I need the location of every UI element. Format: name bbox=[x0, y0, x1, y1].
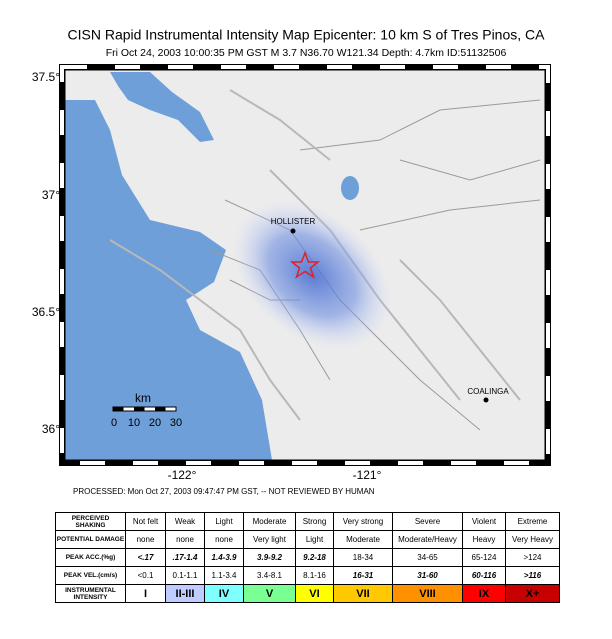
perceived-shaking-cell: Severe bbox=[392, 512, 463, 531]
potential-damage-cell: none bbox=[204, 530, 244, 549]
scale-title: km bbox=[135, 391, 151, 405]
city-dot bbox=[290, 228, 296, 234]
scale-label: 30 bbox=[170, 417, 182, 429]
potential-damage-cell: Moderate bbox=[333, 530, 393, 549]
scale-bar bbox=[134, 407, 145, 411]
peak-vel-cell: <0.1 bbox=[125, 566, 166, 585]
row-header: INSTRUMENTAL INTENSITY bbox=[55, 584, 126, 603]
intensity-legend: PERCEIVED SHAKING Not felt Weak Light Modera… bbox=[55, 512, 560, 603]
title: CISN Rapid Instrumental Intensity Map Ep… bbox=[68, 27, 546, 43]
perceived-shaking-cell: Light bbox=[204, 512, 244, 531]
peak-vel-cell: 0.1-1.1 bbox=[165, 566, 205, 585]
scale-label: 0 bbox=[111, 417, 117, 429]
peak-vel-cell: 16-31 bbox=[333, 566, 393, 585]
city-label: COALINGA bbox=[467, 387, 509, 396]
perceived-shaking-cell: Weak bbox=[165, 512, 205, 531]
potential-damage-cell: none bbox=[165, 530, 205, 549]
scale-label: 20 bbox=[149, 417, 161, 429]
perceived-shaking-cell: Moderate bbox=[243, 512, 296, 531]
potential-damage-cell: Heavy bbox=[462, 530, 506, 549]
peak-vel-row: PEAK VEL.(cm/s) <0.1 0.1-1.1 1.1-3.4 3.4-8.1… bbox=[55, 566, 560, 585]
scale-label: 10 bbox=[128, 417, 140, 429]
lon-label: -121° bbox=[353, 468, 382, 482]
map-frame bbox=[60, 65, 550, 465]
potential-damage-cell: Moderate/Heavy bbox=[392, 530, 463, 549]
lat-label: 37° bbox=[42, 188, 60, 202]
lat-label: 36° bbox=[42, 422, 60, 436]
peak-vel-cell: 8.1-16 bbox=[295, 566, 334, 585]
peak-vel-cell: >116 bbox=[505, 566, 560, 585]
perceived-shaking-cell: Violent bbox=[462, 512, 506, 531]
instrumental-intensity-row: INSTRUMENTAL INTENSITY I II-III IV V VI VII VII… bbox=[55, 584, 560, 603]
perceived-shaking-cell: Extreme bbox=[505, 512, 560, 531]
bay bbox=[110, 72, 214, 142]
city-label: HOLLISTER bbox=[271, 217, 316, 226]
perceived-shaking-cell: Not felt bbox=[125, 512, 166, 531]
instrumental-intensity-cell: X+ bbox=[505, 584, 560, 603]
instrumental-intensity-cell: VIII bbox=[392, 584, 463, 603]
instrumental-intensity-cell: VII bbox=[333, 584, 393, 603]
peak-acc-cell: 1.4-3.9 bbox=[204, 548, 244, 567]
instrumental-intensity-cell: I bbox=[125, 584, 166, 603]
row-header: PEAK VEL.(cm/s) bbox=[55, 566, 126, 585]
scale-bar bbox=[113, 407, 124, 411]
perceived-shaking-row: PERCEIVED SHAKING Not felt Weak Light Modera… bbox=[55, 512, 560, 531]
potential-damage-cell: none bbox=[125, 530, 166, 549]
instrumental-intensity-cell: IX bbox=[462, 584, 506, 603]
lat-label: 36.5° bbox=[32, 305, 60, 319]
peak-acc-cell: 3.9-9.2 bbox=[243, 548, 296, 567]
peak-acc-cell: .17-1.4 bbox=[165, 548, 205, 567]
potential-damage-cell: Light bbox=[295, 530, 334, 549]
perceived-shaking-cell: Very strong bbox=[333, 512, 393, 531]
peak-acc-cell: 34-65 bbox=[392, 548, 463, 567]
perceived-shaking-cell: Strong bbox=[295, 512, 334, 531]
row-header: PERCEIVED SHAKING bbox=[55, 512, 126, 531]
potential-damage-cell: Very Heavy bbox=[505, 530, 560, 549]
instrumental-intensity-cell: IV bbox=[204, 584, 244, 603]
instrumental-intensity-cell: V bbox=[243, 584, 296, 603]
row-header: PEAK ACC.(%g) bbox=[55, 548, 126, 567]
city-dot bbox=[483, 397, 489, 403]
intensity-area bbox=[232, 200, 392, 350]
potential-damage-row: POTENTIAL DAMAGE none none none Very light Li… bbox=[55, 530, 560, 549]
row-header: POTENTIAL DAMAGE bbox=[55, 530, 126, 549]
epicenter bbox=[289, 250, 321, 279]
subtitle: Fri Oct 24, 2003 10:00:35 PM GST M 3.7 N… bbox=[106, 47, 507, 59]
peak-vel-cell: 60-116 bbox=[462, 566, 506, 585]
instrumental-intensity-cell: II-III bbox=[165, 584, 205, 603]
potential-damage-cell: Very light bbox=[243, 530, 296, 549]
peak-acc-cell: 65-124 bbox=[462, 548, 506, 567]
instrumental-intensity-cell: VI bbox=[295, 584, 334, 603]
lat-label: 37.5° bbox=[32, 70, 60, 84]
peak-vel-cell: 1.1-3.4 bbox=[204, 566, 244, 585]
scale-bar bbox=[155, 407, 166, 411]
peak-vel-cell: 3.4-8.1 bbox=[243, 566, 296, 585]
peak-acc-row: PEAK ACC.(%g) <.17.17-1.4 1.4-3.9 3.9-9.2 9.… bbox=[55, 548, 560, 567]
map-frame bbox=[64, 69, 546, 461]
reservoir bbox=[341, 176, 359, 200]
peak-acc-cell: >124 bbox=[505, 548, 560, 567]
lon-label: -122° bbox=[168, 468, 197, 482]
peak-acc-cell: 9.2-18 bbox=[295, 548, 334, 567]
peak-acc-cell: 18-34 bbox=[333, 548, 393, 567]
processed-note: PROCESSED: Mon Oct 27, 2003 09:47:47 PM … bbox=[73, 487, 375, 496]
peak-vel-cell: 31-60 bbox=[392, 566, 463, 585]
peak-acc-cell: <.17 bbox=[125, 548, 166, 567]
ocean bbox=[65, 100, 272, 460]
